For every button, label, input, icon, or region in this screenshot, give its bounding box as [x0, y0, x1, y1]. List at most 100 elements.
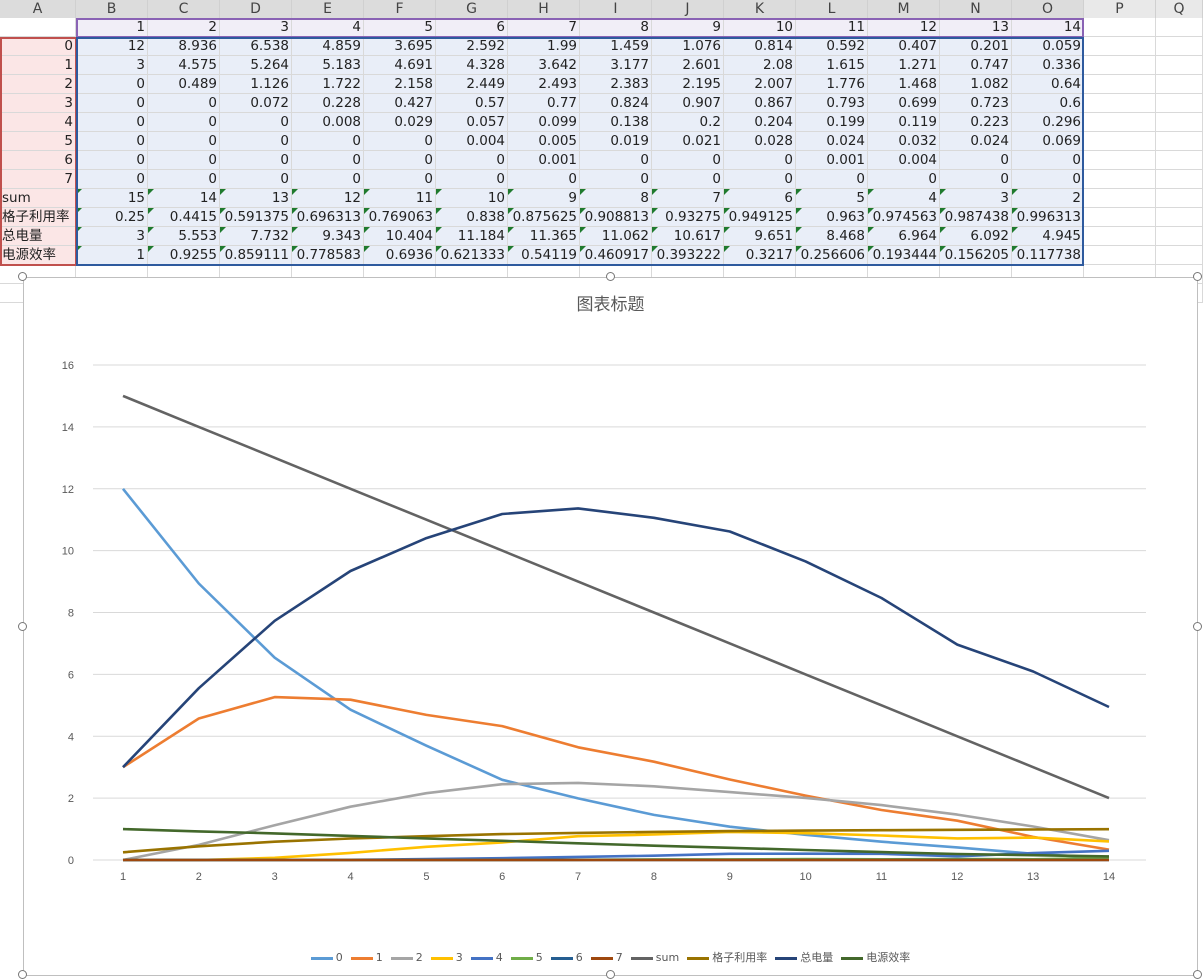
- cell-empty[interactable]: [1156, 208, 1203, 227]
- table-cell[interactable]: 0.64: [1012, 75, 1084, 94]
- cell-header[interactable]: 9: [652, 18, 724, 37]
- table-cell[interactable]: 1.076: [652, 37, 724, 56]
- table-cell[interactable]: 1: [76, 246, 148, 265]
- table-cell[interactable]: 0.77: [508, 94, 580, 113]
- table-cell[interactable]: 0.024: [796, 132, 868, 151]
- table-cell[interactable]: 0.156205: [940, 246, 1012, 265]
- chart-resize-handle[interactable]: [606, 970, 615, 979]
- table-cell[interactable]: 0.005: [508, 132, 580, 151]
- table-cell[interactable]: 11.365: [508, 227, 580, 246]
- column-header-F[interactable]: F: [364, 0, 436, 18]
- table-cell[interactable]: 0.696313: [292, 208, 364, 227]
- table-cell[interactable]: 2: [1012, 189, 1084, 208]
- table-cell[interactable]: 3: [76, 227, 148, 246]
- table-cell[interactable]: 0: [76, 113, 148, 132]
- column-header-G[interactable]: G: [436, 0, 508, 18]
- table-cell[interactable]: 0.393222: [652, 246, 724, 265]
- legend-item[interactable]: 2: [391, 951, 423, 964]
- legend-item[interactable]: 0: [311, 951, 343, 964]
- chart-resize-handle[interactable]: [606, 272, 615, 281]
- table-cell[interactable]: 2.195: [652, 75, 724, 94]
- table-cell[interactable]: 0: [724, 170, 796, 189]
- table-cell[interactable]: 4.691: [364, 56, 436, 75]
- column-header-I[interactable]: I: [580, 0, 652, 18]
- table-cell[interactable]: 1.468: [868, 75, 940, 94]
- table-cell[interactable]: 0: [148, 170, 220, 189]
- legend-item[interactable]: 3: [431, 951, 463, 964]
- table-cell[interactable]: 0.028: [724, 132, 796, 151]
- column-header-A[interactable]: A: [0, 0, 76, 18]
- column-header-C[interactable]: C: [148, 0, 220, 18]
- table-cell[interactable]: 6.538: [220, 37, 292, 56]
- chart-resize-handle[interactable]: [18, 970, 27, 979]
- table-cell[interactable]: 0.296: [1012, 113, 1084, 132]
- table-cell[interactable]: 0.069: [1012, 132, 1084, 151]
- table-cell[interactable]: 0: [76, 170, 148, 189]
- cell-empty[interactable]: [1084, 113, 1156, 132]
- cell-empty[interactable]: [1156, 94, 1203, 113]
- cell-header[interactable]: 1: [76, 18, 148, 37]
- table-cell[interactable]: 13: [220, 189, 292, 208]
- table-cell[interactable]: 0.949125: [724, 208, 796, 227]
- column-header-Q[interactable]: Q: [1156, 0, 1203, 18]
- column-header-K[interactable]: K: [724, 0, 796, 18]
- table-cell[interactable]: 4.859: [292, 37, 364, 56]
- column-header-H[interactable]: H: [508, 0, 580, 18]
- cell-header[interactable]: 3: [220, 18, 292, 37]
- table-cell[interactable]: 1.722: [292, 75, 364, 94]
- legend-item[interactable]: 1: [351, 951, 383, 964]
- cell-empty[interactable]: [1156, 170, 1203, 189]
- table-cell[interactable]: 0: [508, 170, 580, 189]
- table-cell[interactable]: 0.747: [940, 56, 1012, 75]
- table-cell[interactable]: 7: [652, 189, 724, 208]
- table-cell[interactable]: 0: [652, 170, 724, 189]
- table-cell[interactable]: 0.778583: [292, 246, 364, 265]
- column-header-D[interactable]: D: [220, 0, 292, 18]
- table-cell[interactable]: 11: [364, 189, 436, 208]
- table-cell[interactable]: 1.082: [940, 75, 1012, 94]
- table-cell[interactable]: 0: [220, 170, 292, 189]
- chart-resize-handle[interactable]: [1193, 272, 1202, 281]
- table-cell[interactable]: 0: [292, 151, 364, 170]
- table-cell[interactable]: 5.183: [292, 56, 364, 75]
- table-cell[interactable]: 0.199: [796, 113, 868, 132]
- cell-empty[interactable]: [1156, 189, 1203, 208]
- table-cell[interactable]: 0.4415: [148, 208, 220, 227]
- table-cell[interactable]: 11.184: [436, 227, 508, 246]
- table-cell[interactable]: 0.021: [652, 132, 724, 151]
- table-cell[interactable]: 0: [292, 132, 364, 151]
- chart-resize-handle[interactable]: [18, 272, 27, 281]
- table-cell[interactable]: 0: [436, 151, 508, 170]
- table-cell[interactable]: 0.93275: [652, 208, 724, 227]
- legend-item[interactable]: 4: [471, 951, 503, 964]
- column-header-M[interactable]: M: [868, 0, 940, 18]
- table-cell[interactable]: 0.769063: [364, 208, 436, 227]
- table-cell[interactable]: 9: [508, 189, 580, 208]
- table-cell[interactable]: 5: [796, 189, 868, 208]
- table-cell[interactable]: 5.553: [148, 227, 220, 246]
- table-cell[interactable]: 0.029: [364, 113, 436, 132]
- table-cell[interactable]: 2.158: [364, 75, 436, 94]
- table-cell[interactable]: 0.592: [796, 37, 868, 56]
- table-cell[interactable]: 0.201: [940, 37, 1012, 56]
- table-cell[interactable]: 0.54119: [508, 246, 580, 265]
- table-cell[interactable]: 0: [364, 151, 436, 170]
- cell-header[interactable]: 2: [148, 18, 220, 37]
- cell-header[interactable]: 14: [1012, 18, 1084, 37]
- table-cell[interactable]: 0: [724, 151, 796, 170]
- table-cell[interactable]: 0.9255: [148, 246, 220, 265]
- table-cell[interactable]: 6: [724, 189, 796, 208]
- table-cell[interactable]: 0.228: [292, 94, 364, 113]
- row-label[interactable]: 5: [0, 132, 76, 151]
- column-header-N[interactable]: N: [940, 0, 1012, 18]
- table-cell[interactable]: 0.25: [76, 208, 148, 227]
- table-cell[interactable]: 0.6: [1012, 94, 1084, 113]
- row-label[interactable]: 格子利用率: [0, 208, 76, 227]
- table-cell[interactable]: 0: [76, 94, 148, 113]
- table-cell[interactable]: 0: [148, 113, 220, 132]
- table-cell[interactable]: 14: [148, 189, 220, 208]
- column-header-E[interactable]: E: [292, 0, 364, 18]
- legend-item[interactable]: 总电量: [775, 949, 833, 965]
- row-label[interactable]: 3: [0, 94, 76, 113]
